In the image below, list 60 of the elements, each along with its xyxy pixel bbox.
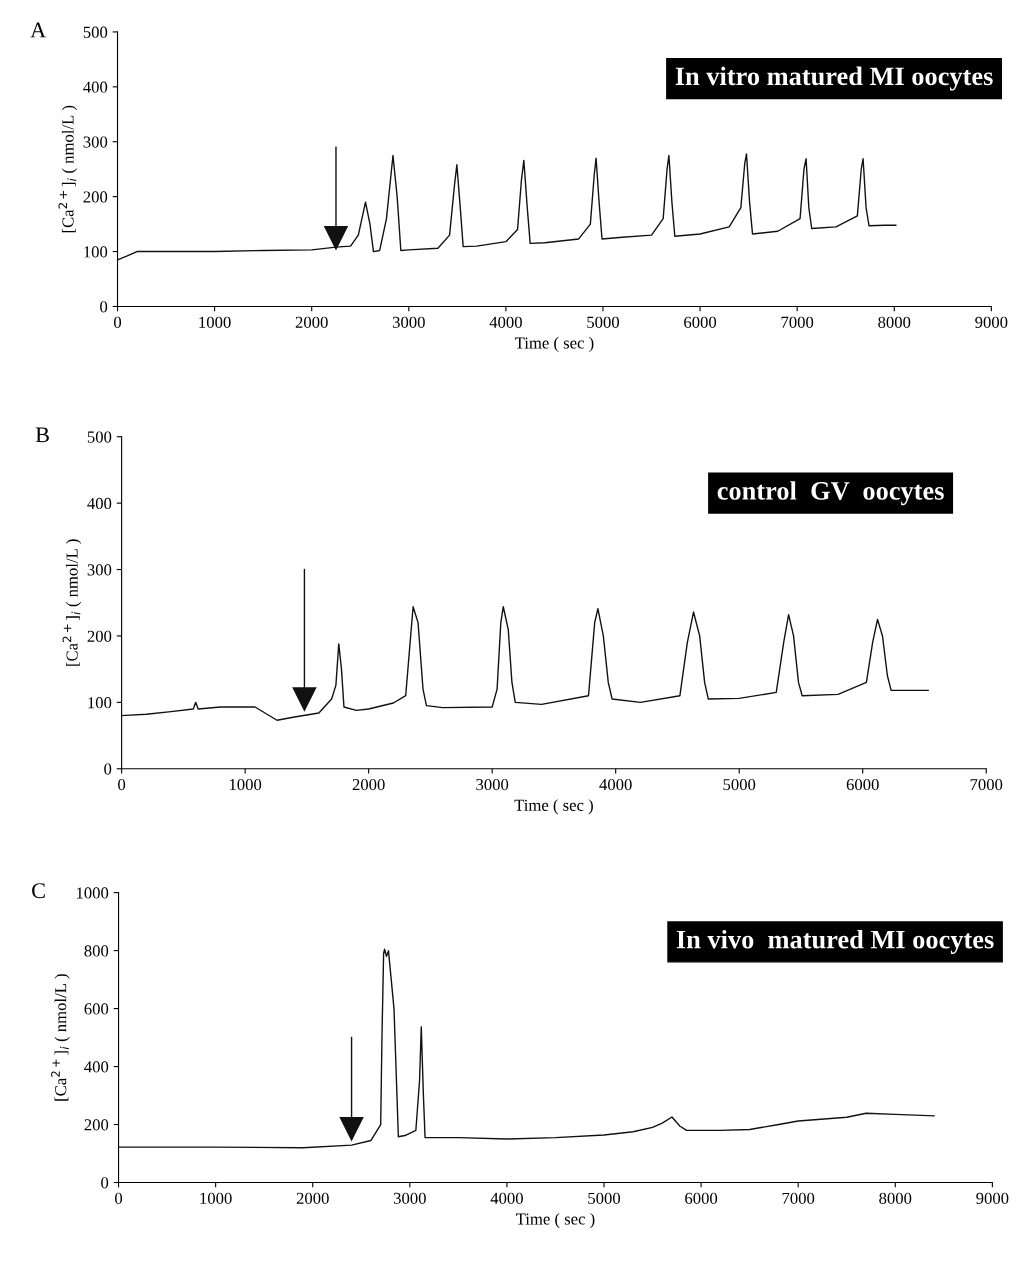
x-tick-label: 5000 (588, 1192, 621, 1204)
x-tick-label: 6000 (846, 778, 879, 791)
x-tick-label: 7000 (782, 1192, 815, 1204)
x-tick-label: 4000 (489, 316, 522, 328)
y-tick-label: 200 (87, 630, 112, 642)
text: control GV oocytes (717, 481, 944, 506)
y-axis-title: [Ca$^{2+}$]$_{i}$ ( nmol/L ) (62, 539, 82, 666)
y-tick-label: 0 (104, 763, 112, 775)
y-tick-label: 100 (88, 697, 112, 709)
line-series (121, 606, 929, 721)
y-tick-label: 300 (87, 564, 112, 576)
x-axis-title: Time ( sec ) (514, 799, 593, 815)
x-axis-title: Time ( sec ) (516, 1212, 595, 1229)
y-tick-label: 200 (84, 1119, 109, 1131)
y-tick-label: 600 (84, 1003, 109, 1015)
x-tick-label: 1000 (199, 316, 231, 328)
text: B (35, 427, 49, 443)
x-tick-label: 8000 (879, 1192, 912, 1204)
x-tick-label: 0 (115, 1192, 123, 1204)
y-tick-label: 200 (83, 191, 108, 203)
y-tick-label: 500 (83, 26, 108, 38)
text: In vitro matured MI oocytes (675, 66, 993, 91)
x-tick-label: 1000 (229, 778, 262, 791)
y-tick-label: 800 (84, 945, 109, 957)
y-tick-label: 0 (100, 301, 108, 313)
y-tick-label: 400 (84, 1061, 109, 1073)
y-tick-label: 300 (83, 136, 108, 148)
x-tick-label: 7000 (781, 316, 814, 328)
x-tick-label: 3000 (392, 316, 425, 328)
y-tick-label: 1000 (76, 887, 109, 899)
y-tick-label: 400 (87, 497, 112, 510)
text: C (32, 883, 45, 899)
x-tick-label: 4000 (599, 778, 632, 791)
x-tick-label: 0 (118, 778, 126, 791)
x-tick-label: 2000 (296, 1192, 329, 1204)
x-tick-label: 7000 (970, 778, 1003, 791)
x-axis-title: Time ( sec ) (515, 336, 594, 352)
y-axis-title: [Ca$^{2+}$]$_{i}$ ( nmol/L ) (58, 105, 78, 233)
x-tick-label: 3000 (393, 1192, 426, 1204)
x-tick-label: 9000 (976, 1192, 1009, 1204)
x-tick-label: 9000 (975, 316, 1008, 328)
x-tick-label: 2000 (352, 778, 385, 791)
y-tick-label: 500 (87, 431, 112, 443)
y-axis-title: [Ca$^{2+}$]$_{i}$ ( nmol/L ) (51, 974, 70, 1101)
x-tick-label: 6000 (685, 1192, 718, 1204)
x-tick-label: 4000 (490, 1192, 523, 1204)
line-series (117, 153, 897, 261)
x-tick-label: 1000 (200, 1192, 232, 1204)
y-tick-label: 400 (83, 81, 108, 93)
x-tick-label: 6000 (684, 316, 717, 328)
x-tick-label: 0 (114, 316, 122, 328)
y-tick-label: 0 (101, 1177, 109, 1189)
x-tick-label: 2000 (295, 316, 328, 328)
x-tick-label: 5000 (723, 778, 756, 791)
y-tick-label: 100 (84, 246, 108, 258)
x-tick-label: 3000 (476, 778, 509, 791)
x-tick-label: 5000 (587, 316, 620, 328)
text: A (30, 22, 47, 38)
x-tick-label: 8000 (878, 316, 911, 328)
text: In vivo matured MI oocytes (676, 929, 994, 954)
